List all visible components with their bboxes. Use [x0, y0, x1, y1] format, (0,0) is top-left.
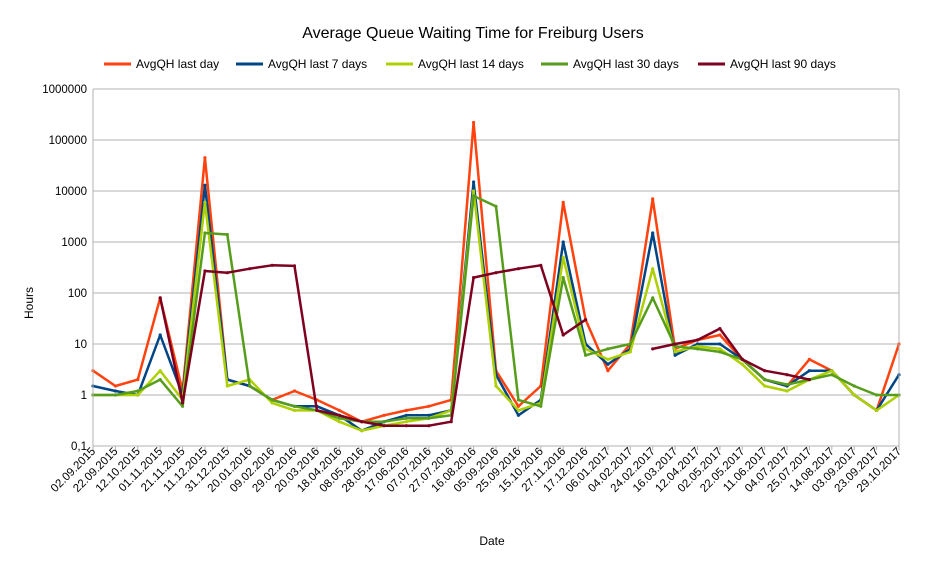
y-tick-label: 0,1	[71, 441, 87, 453]
series-line	[158, 264, 587, 427]
legend: AvgQH last day AvgQH last 7 days AvgQH las…	[104, 57, 836, 71]
legend-entry: AvgQH last 7 days	[268, 57, 367, 71]
y-tick-label: 1000000	[42, 84, 87, 96]
x-axis-label: Date	[479, 534, 505, 548]
legend-entry: AvgQH last 14 days	[418, 57, 524, 71]
y-tick-label: 100000	[49, 135, 87, 147]
legend-entry: AvgQH last 30 days	[573, 57, 679, 71]
series-line	[652, 327, 810, 381]
y-tick-label: 1000	[61, 237, 87, 249]
axes: 0,1110100100010000100000100000002.09.201…	[42, 84, 904, 495]
series-line	[92, 180, 901, 432]
legend-entry: AvgQH last day	[136, 57, 219, 71]
y-axis-label: Hours	[22, 287, 36, 319]
series-line	[93, 189, 900, 432]
series-line	[93, 194, 899, 423]
plot-area	[91, 120, 901, 433]
y-tick-label: 100	[68, 288, 87, 300]
legend-entry: AvgQH last 90 days	[730, 57, 836, 71]
y-tick-label: 10	[74, 339, 87, 351]
y-tick-label: 1	[81, 390, 87, 402]
chart-title: Average Queue Waiting Time for Freiburg …	[302, 25, 643, 42]
y-tick-label: 10000	[55, 186, 87, 198]
